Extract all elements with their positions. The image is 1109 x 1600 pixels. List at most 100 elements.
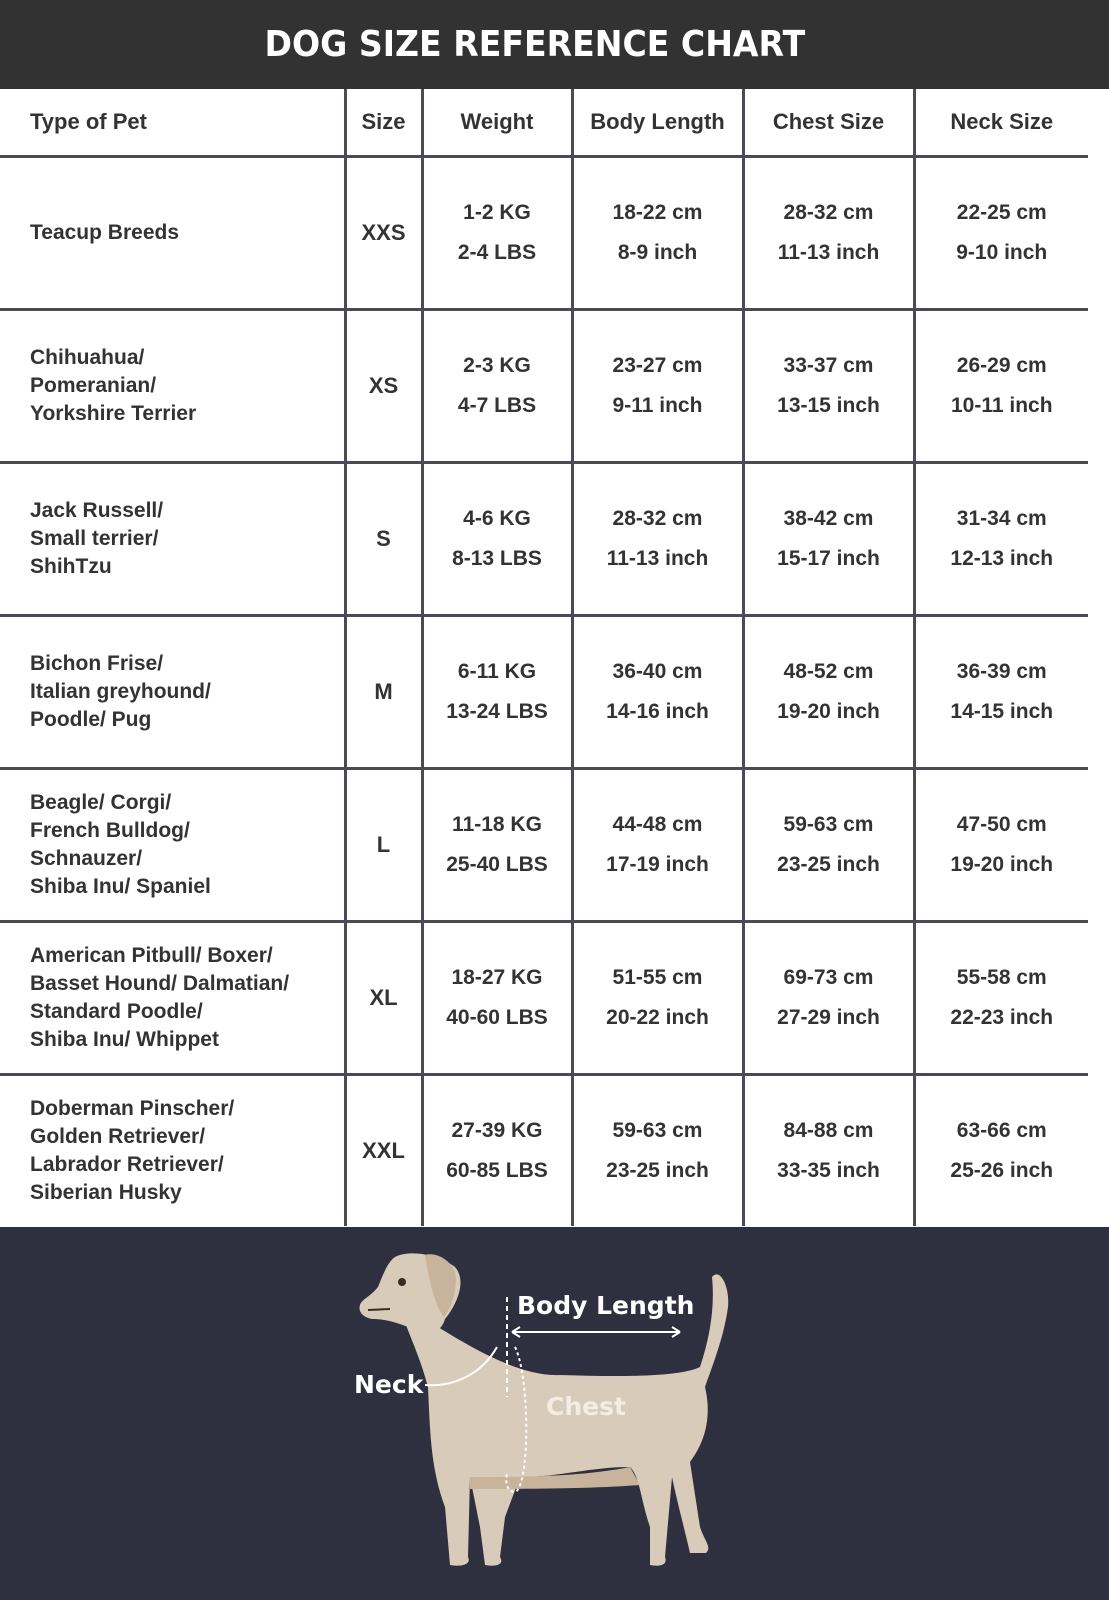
weight-line: 4-6 KG	[463, 507, 531, 530]
table-row: Beagle/ Corgi/French Bulldog/Schnauzer/S…	[0, 767, 1088, 923]
cell-neck: 31-34 cm 12-13 inch	[912, 461, 1088, 617]
neck-label: Neck	[354, 1370, 424, 1399]
body-length-line: 36-40 cm	[612, 660, 703, 683]
cell-chest: 59-63 cm 23-25 inch	[741, 767, 916, 923]
neck-line: 55-58 cm	[956, 966, 1047, 989]
cell-chest: 84-88 cm 33-35 inch	[741, 1073, 916, 1226]
neck-line: 19-20 inch	[950, 853, 1054, 876]
neck-line: 10-11 inch	[950, 394, 1053, 417]
measure-lines	[424, 1297, 681, 1494]
neck-line: 14-15 inch	[950, 700, 1054, 723]
cell-size: M	[343, 614, 424, 770]
cell-weight: 6-11 KG 13-24 LBS	[420, 614, 574, 770]
chest-line: 38-42 cm	[783, 507, 874, 530]
neck-line: 22-25 cm	[956, 201, 1047, 224]
cell-size: XL	[343, 920, 424, 1076]
cell-body-length: 59-63 cm 23-25 inch	[570, 1073, 745, 1226]
neck-line: 31-34 cm	[956, 507, 1047, 530]
weight-line: 1-2 KG	[463, 201, 531, 224]
cell-type: Doberman Pinscher/Golden Retriever/Labra…	[0, 1073, 347, 1226]
body-length-line: 23-25 inch	[606, 1159, 709, 1182]
type-line: Small terrier/	[30, 527, 159, 550]
chest-arrow	[505, 1346, 528, 1494]
dog-illustration	[359, 1253, 729, 1566]
cell-size: XXL	[343, 1073, 424, 1226]
chest-line: 48-52 cm	[783, 660, 874, 683]
chest-line: 19-20 inch	[777, 700, 880, 723]
cell-body-length: 36-40 cm 14-16 inch	[570, 614, 745, 770]
weight-line: 13-24 LBS	[446, 700, 548, 723]
chest-line: 59-63 cm	[783, 813, 874, 836]
neck-line: 26-29 cm	[956, 354, 1047, 377]
header-chest: Chest Size	[741, 89, 916, 158]
neck-line: 22-23 inch	[950, 1006, 1054, 1029]
body-length-line: 8-9 inch	[617, 241, 698, 264]
body-length-line: 20-22 inch	[606, 1006, 709, 1029]
cell-neck: 47-50 cm 19-20 inch	[912, 767, 1088, 923]
cell-type: Beagle/ Corgi/French Bulldog/Schnauzer/S…	[0, 767, 347, 923]
weight-line: 2-4 LBS	[457, 241, 537, 264]
cell-chest: 28-32 cm 11-13 inch	[741, 155, 916, 311]
body-length-line: 9-11 inch	[612, 394, 703, 417]
type-line: Italian greyhound/	[30, 680, 211, 703]
weight-line: 8-13 LBS	[452, 547, 542, 570]
body-length-line: 11-13 inch	[606, 547, 709, 570]
header-type: Type of Pet	[0, 89, 347, 158]
cell-neck: 55-58 cm 22-23 inch	[912, 920, 1088, 1076]
type-line: ShihTzu	[30, 555, 112, 578]
chest-line: 33-35 inch	[777, 1159, 880, 1182]
header-row: Type of Pet Size Weight Body Length Ches…	[0, 89, 1088, 158]
body-length-line: 59-63 cm	[612, 1119, 703, 1142]
weight-line: 60-85 LBS	[446, 1159, 548, 1182]
weight-line: 6-11 KG	[457, 660, 537, 683]
type-line: Beagle/ Corgi/	[30, 791, 172, 814]
right-margin	[1088, 89, 1109, 1227]
neck-line: 36-39 cm	[956, 660, 1047, 683]
header-neck: Neck Size	[912, 89, 1088, 158]
dog-ear	[425, 1254, 456, 1317]
body-length-line: 23-27 cm	[612, 354, 703, 377]
type-line: American Pitbull/ Boxer/	[30, 944, 273, 967]
neck-line: 25-26 inch	[950, 1159, 1054, 1182]
cell-weight: 18-27 KG 40-60 LBS	[420, 920, 574, 1076]
weight-line: 2-3 KG	[463, 354, 531, 377]
cell-chest: 33-37 cm 13-15 inch	[741, 308, 916, 464]
weight-line: 27-39 KG	[451, 1119, 543, 1142]
body-length-line: 14-16 inch	[606, 700, 709, 723]
neck-line: 9-10 inch	[956, 241, 1048, 264]
table-row: Jack Russell/Small terrier/ShihTzu S 4-6 K…	[0, 461, 1088, 617]
chest-line: 28-32 cm	[783, 201, 874, 224]
cell-body-length: 23-27 cm 9-11 inch	[570, 308, 745, 464]
cell-neck: 26-29 cm 10-11 inch	[912, 308, 1088, 464]
chest-line: 84-88 cm	[783, 1119, 874, 1142]
cell-size: XXS	[343, 155, 424, 311]
cell-size: XS	[343, 308, 424, 464]
page-title: DOG SIZE REFERENCE CHART	[264, 24, 805, 65]
body-length-line: 28-32 cm	[612, 507, 703, 530]
chest-line: 69-73 cm	[783, 966, 874, 989]
dog-mouth	[367, 1308, 391, 1311]
dog-body	[405, 1274, 729, 1566]
cell-chest: 48-52 cm 19-20 inch	[741, 614, 916, 770]
type-line: Bichon Frise/	[30, 652, 164, 675]
header-body-length: Body Length	[570, 89, 745, 158]
type-line: French Bulldog/	[30, 819, 190, 842]
cell-chest: 38-42 cm 15-17 inch	[741, 461, 916, 617]
weight-line: 25-40 LBS	[446, 853, 548, 876]
cell-body-length: 44-48 cm 17-19 inch	[570, 767, 745, 923]
body-length-line: 44-48 cm	[612, 813, 703, 836]
cell-body-length: 51-55 cm 20-22 inch	[570, 920, 745, 1076]
body-length-line: 51-55 cm	[612, 966, 703, 989]
type-line: Schnauzer/	[30, 847, 143, 870]
table-row: Doberman Pinscher/Golden Retriever/Labra…	[0, 1073, 1088, 1226]
cell-body-length: 18-22 cm 8-9 inch	[570, 155, 745, 311]
type-line: Labrador Retriever/	[30, 1153, 224, 1176]
chest-line: 15-17 inch	[777, 547, 880, 570]
table-row: Teacup Breeds XXS 1-2 KG 2-4 LBS 18-22 cm 8-9…	[0, 155, 1088, 311]
neck-line: 12-13 inch	[950, 547, 1054, 570]
cell-weight: 2-3 KG 4-7 LBS	[420, 308, 574, 464]
type-line: Basset Hound/ Dalmatian/	[30, 972, 290, 995]
cell-chest: 69-73 cm 27-29 inch	[741, 920, 916, 1076]
body-length-line: 17-19 inch	[606, 853, 709, 876]
chest-line: 27-29 inch	[777, 1006, 880, 1029]
